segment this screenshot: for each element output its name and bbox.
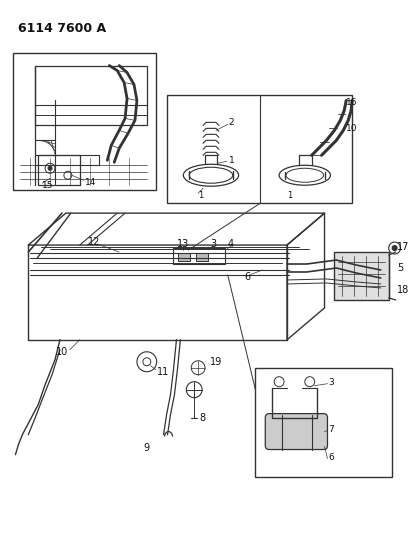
Text: 3: 3 [210, 239, 216, 249]
Text: 2: 2 [229, 118, 234, 127]
Text: 19: 19 [210, 357, 222, 367]
Bar [178, 253, 190, 261]
Text: 14: 14 [84, 177, 96, 187]
Text: 5: 5 [398, 263, 404, 273]
Text: 10: 10 [56, 347, 68, 357]
Text: 11: 11 [157, 367, 169, 377]
Text: 7: 7 [328, 425, 334, 434]
Bar [166, 95, 352, 203]
Text: 4: 4 [228, 239, 234, 249]
Circle shape [392, 246, 397, 251]
Text: 6: 6 [328, 453, 334, 462]
Text: 9: 9 [144, 442, 150, 453]
Text: 1: 1 [229, 156, 234, 165]
Text: 17: 17 [397, 242, 409, 252]
Text: 13: 13 [177, 239, 190, 249]
Text: 6: 6 [244, 272, 250, 282]
Text: 16: 16 [346, 98, 358, 107]
Text: 12: 12 [88, 237, 100, 247]
Text: 15: 15 [42, 181, 54, 190]
Bar [196, 253, 208, 261]
Bar [335, 252, 389, 300]
Text: 6114 7600 A: 6114 7600 A [19, 22, 107, 35]
Text: 1: 1 [198, 191, 204, 200]
Text: 8: 8 [199, 413, 205, 423]
Text: 1: 1 [287, 191, 292, 200]
Text: 18: 18 [397, 285, 409, 295]
Text: 3: 3 [328, 378, 334, 387]
Bar [12, 53, 156, 190]
Bar [173, 248, 225, 264]
Circle shape [48, 166, 52, 170]
FancyBboxPatch shape [265, 414, 328, 449]
Bar [255, 368, 392, 478]
Text: 10: 10 [346, 124, 358, 133]
